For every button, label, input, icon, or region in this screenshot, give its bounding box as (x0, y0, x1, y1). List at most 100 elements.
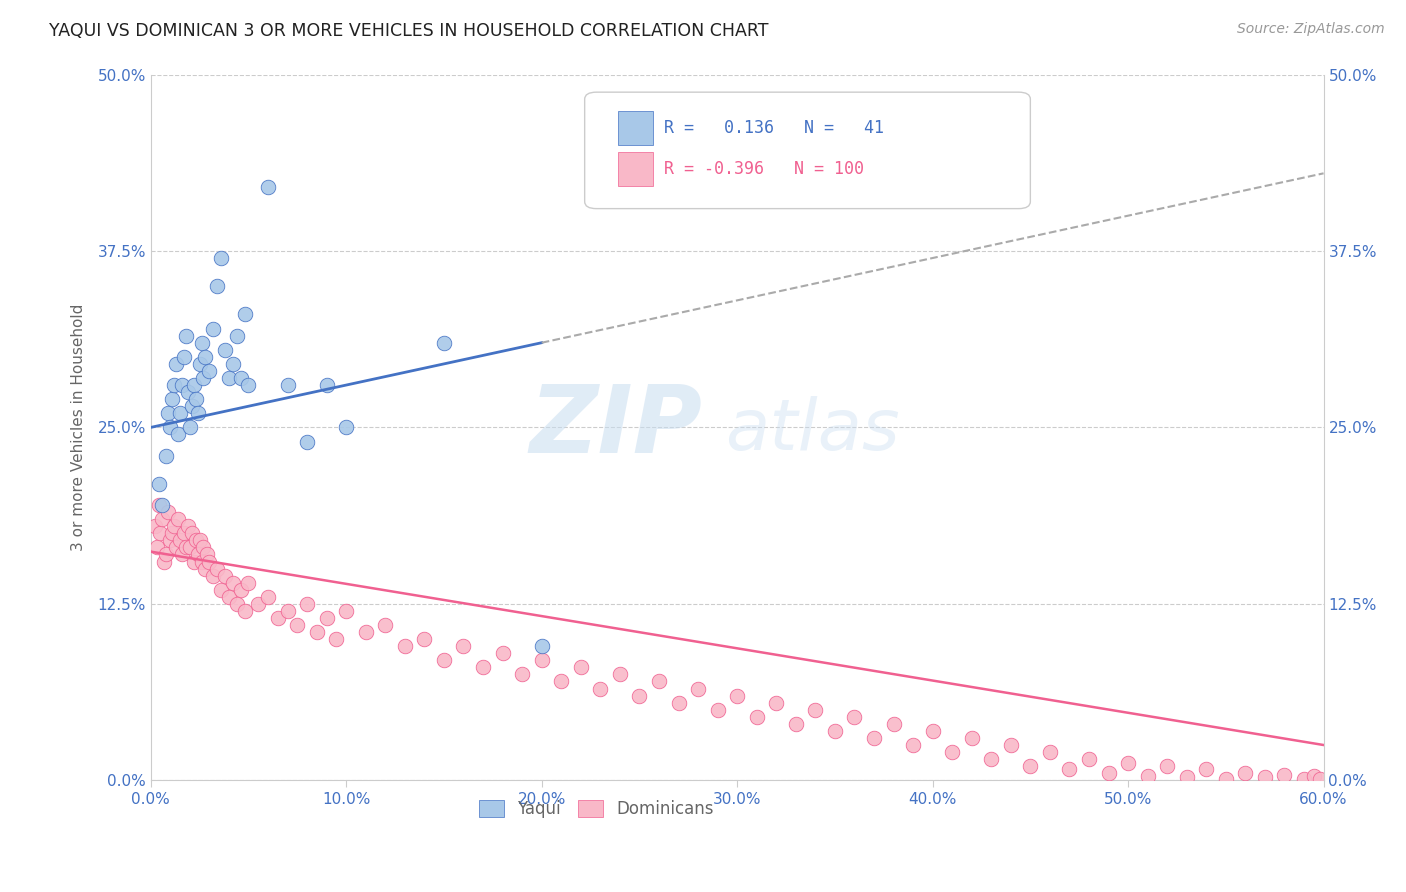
Point (155, 449, 177, 463)
Point (179, 541, 201, 555)
Point (214, 343, 236, 357)
Point (202, 568, 225, 582)
Point (530, 653, 553, 667)
Point (190, 335, 212, 350)
Point (335, 604, 357, 618)
Point (233, 308, 256, 322)
Point (155, 548, 177, 562)
Point (628, 689, 651, 703)
Text: ZIP: ZIP (529, 382, 702, 474)
Point (960, 731, 983, 745)
Point (569, 660, 592, 674)
Point (145, 541, 167, 555)
Point (149, 526, 172, 541)
Point (160, 526, 183, 541)
Point (472, 660, 495, 674)
Point (205, 279, 228, 293)
Point (277, 604, 299, 618)
Point (315, 611, 337, 625)
Point (170, 548, 193, 562)
Point (804, 703, 827, 717)
Point (197, 548, 219, 562)
Point (668, 696, 690, 710)
Point (152, 498, 174, 512)
FancyBboxPatch shape (617, 112, 652, 145)
Point (180, 526, 202, 541)
Point (233, 604, 256, 618)
Text: atlas: atlas (725, 396, 900, 466)
Point (157, 406, 180, 420)
Point (1175, 771, 1198, 785)
Point (1215, 772, 1237, 786)
Point (921, 723, 943, 738)
Point (1309, 772, 1331, 786)
Point (686, 681, 709, 696)
Point (550, 674, 572, 689)
Point (209, 582, 232, 597)
Point (214, 568, 236, 582)
Point (589, 681, 612, 696)
Point (167, 512, 190, 526)
Point (305, 625, 328, 640)
Point (335, 420, 357, 434)
Text: R =   0.136   N =   41: R = 0.136 N = 41 (665, 120, 884, 137)
FancyBboxPatch shape (585, 92, 1031, 209)
Point (315, 378, 337, 392)
Point (1116, 756, 1139, 771)
Point (165, 357, 187, 371)
Point (153, 554, 176, 568)
Point (148, 476, 170, 491)
Point (177, 385, 200, 400)
Point (218, 590, 240, 604)
Point (530, 639, 553, 653)
Point (433, 335, 456, 350)
Point (148, 498, 170, 512)
Point (193, 541, 215, 555)
Point (169, 406, 191, 420)
Point (295, 434, 318, 449)
Point (177, 519, 200, 533)
Point (1254, 771, 1277, 785)
Point (824, 723, 846, 738)
Point (1302, 769, 1324, 783)
Point (1078, 752, 1101, 766)
Point (179, 420, 201, 434)
Point (188, 533, 211, 548)
Point (785, 716, 807, 731)
Point (1059, 762, 1081, 776)
Point (980, 752, 1002, 766)
Point (238, 378, 260, 392)
Point (257, 180, 280, 194)
Point (1292, 772, 1315, 786)
FancyBboxPatch shape (617, 153, 652, 186)
Point (510, 667, 533, 681)
Point (169, 533, 191, 548)
Point (183, 554, 205, 568)
Point (725, 689, 748, 703)
Text: R = -0.396   N = 100: R = -0.396 N = 100 (665, 160, 865, 178)
Point (229, 371, 252, 385)
Point (184, 392, 207, 407)
Point (1039, 745, 1062, 759)
Point (257, 590, 280, 604)
Text: YAQUI VS DOMINICAN 3 OR MORE VEHICLES IN HOUSEHOLD CORRELATION CHART: YAQUI VS DOMINICAN 3 OR MORE VEHICLES IN… (49, 22, 769, 40)
Point (198, 364, 221, 378)
Point (157, 505, 180, 519)
Point (941, 745, 963, 759)
Point (218, 371, 240, 385)
Point (205, 561, 228, 575)
Point (277, 378, 299, 392)
Point (152, 512, 174, 526)
Point (165, 541, 187, 555)
Point (159, 533, 181, 548)
Point (222, 357, 245, 371)
Point (160, 392, 183, 407)
Point (159, 420, 181, 434)
Point (1000, 738, 1022, 752)
Point (1136, 769, 1159, 783)
Point (187, 548, 209, 562)
Point (491, 646, 513, 660)
Point (285, 618, 308, 632)
Point (163, 378, 186, 392)
Point (765, 696, 787, 710)
